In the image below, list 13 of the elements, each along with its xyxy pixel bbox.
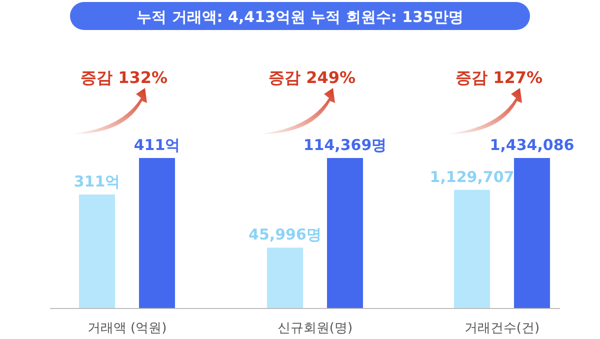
- x-axis-title: 거래건수(건): [464, 321, 540, 336]
- x-axis-title: 거래액 (억원): [87, 321, 167, 336]
- data-label: 411억: [134, 136, 180, 154]
- data-label: 114,369명: [303, 136, 387, 154]
- data-label: 1,129,707: [430, 168, 514, 186]
- data-label: 311억: [74, 172, 120, 190]
- x-axis-title: 신규회원(명): [277, 321, 353, 336]
- data-label: 1,434,086: [490, 136, 574, 154]
- text: 누적 거래액: 4,413억원 누적 회원수: 135만명: [136, 8, 464, 26]
- text: 증감 249%: [268, 68, 356, 87]
- text: 증감 132%: [80, 68, 168, 87]
- data-label: 45,996명: [248, 226, 322, 244]
- text: 증감 127%: [456, 68, 542, 87]
